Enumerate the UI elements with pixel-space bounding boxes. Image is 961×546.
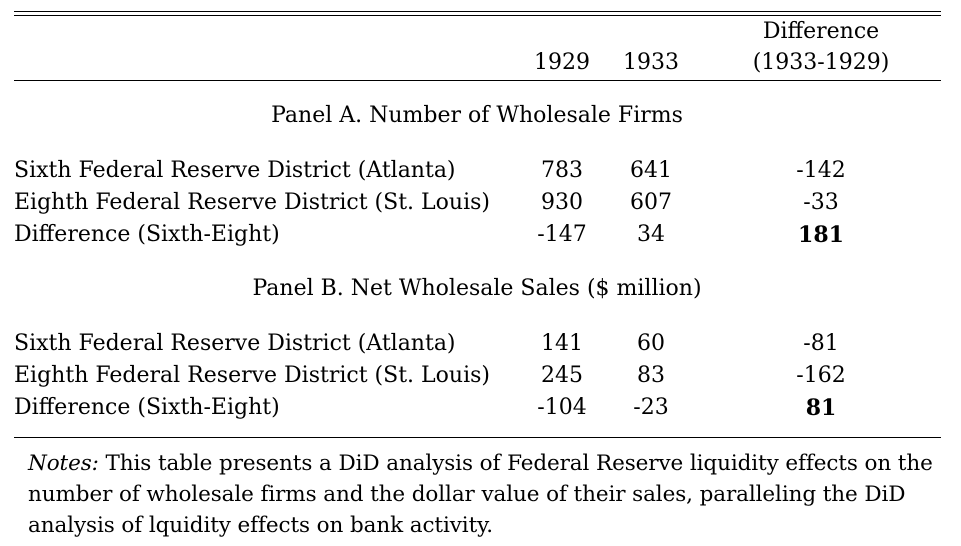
header-diff-line1: Difference xyxy=(762,19,880,44)
panel-b-row-3-label: Difference (Sixth-Eight) xyxy=(14,395,280,420)
panel-b-row-2-label: Eighth Federal Reserve District (St. Lou… xyxy=(14,363,490,388)
panel-b-row-2-1933: 83 xyxy=(637,363,665,388)
table-notes: Notes: This table presents a DiD analysi… xyxy=(28,448,938,541)
bottom-rule xyxy=(14,437,941,438)
panel-a-row-1-label: Sixth Federal Reserve District (Atlanta) xyxy=(14,158,456,183)
header-diff-line2: (1933-1929) xyxy=(752,50,890,75)
header-rule xyxy=(14,80,941,81)
panel-a-row-3-1933: 34 xyxy=(637,222,665,247)
panel-a-row-3-diff: 181 xyxy=(798,222,844,248)
panel-a-row-2-1933: 607 xyxy=(630,190,672,215)
panel-a-row-1-1929: 783 xyxy=(541,158,583,183)
panel-a-row-3-1929: -147 xyxy=(537,222,587,247)
panel-a-row-2-1929: 930 xyxy=(541,190,583,215)
panel-a-row-2-diff: -33 xyxy=(803,190,839,215)
panel-b-title: Panel B. Net Wholesale Sales ($ million) xyxy=(252,276,702,301)
panel-a-row-1-1933: 641 xyxy=(630,158,672,183)
notes-text: This table presents a DiD analysis of Fe… xyxy=(28,451,933,538)
panel-b-row-1-1933: 60 xyxy=(637,331,665,356)
top-rule-2 xyxy=(14,15,941,16)
panel-b-row-2-1929: 245 xyxy=(541,363,583,388)
panel-a-row-3-label: Difference (Sixth-Eight) xyxy=(14,222,280,247)
panel-b-row-1-diff: -81 xyxy=(803,331,839,356)
header-1933: 1933 xyxy=(623,50,679,75)
panel-a-row-2-label: Eighth Federal Reserve District (St. Lou… xyxy=(14,190,490,215)
panel-b-row-3-1929: -104 xyxy=(537,395,587,420)
panel-b-row-1-1929: 141 xyxy=(541,331,583,356)
notes-label: Notes: xyxy=(28,451,99,476)
panel-b-row-3-1933: -23 xyxy=(633,395,669,420)
header-1929: 1929 xyxy=(534,50,590,75)
top-rule-1 xyxy=(14,11,941,12)
panel-b-row-2-diff: -162 xyxy=(796,363,846,388)
panel-a-title: Panel A. Number of Wholesale Firms xyxy=(271,103,683,128)
panel-b-row-1-label: Sixth Federal Reserve District (Atlanta) xyxy=(14,331,456,356)
panel-a-row-1-diff: -142 xyxy=(796,158,846,183)
panel-b-row-3-diff: 81 xyxy=(805,395,837,421)
